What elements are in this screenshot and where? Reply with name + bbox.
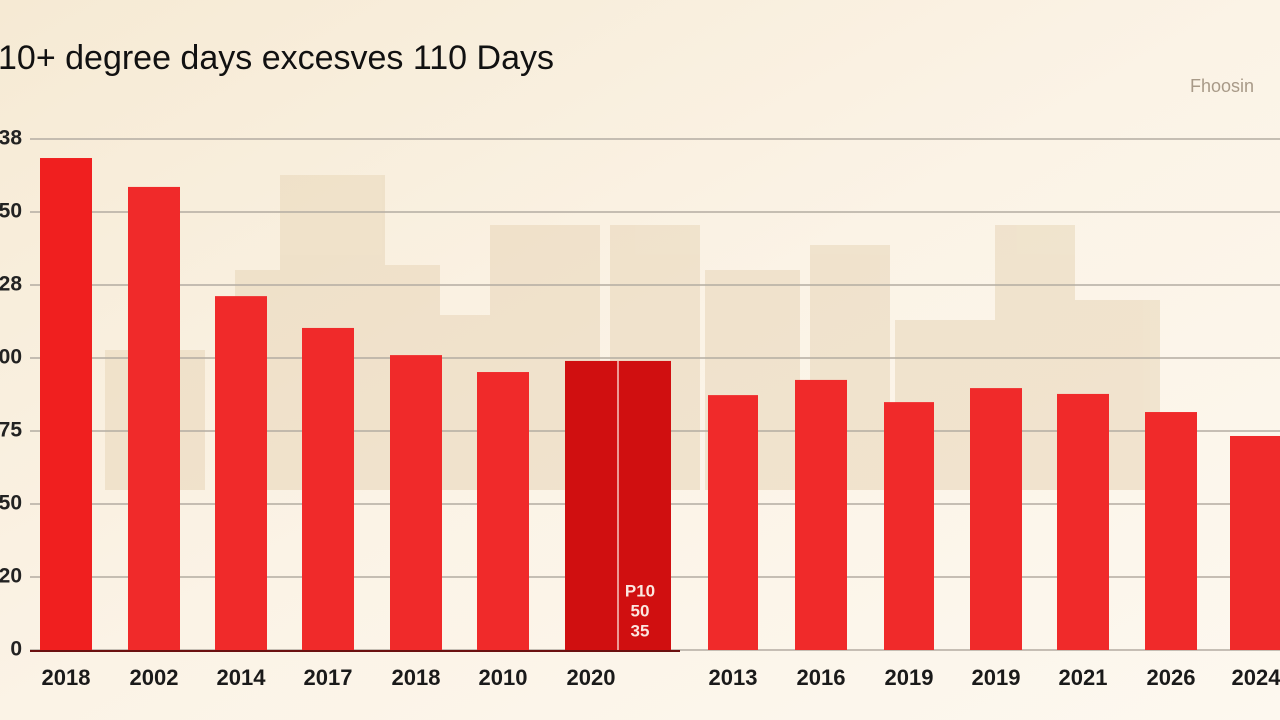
y-tick-label: 75 bbox=[0, 419, 22, 442]
y-tick-label: 38 bbox=[0, 127, 22, 150]
bar bbox=[970, 388, 1022, 650]
x-tick-label: 2020 bbox=[567, 665, 616, 690]
y-tick-label: 50 bbox=[0, 492, 22, 515]
x-tick-label: 2016 bbox=[797, 665, 846, 690]
x-tick-label: 2010 bbox=[479, 665, 528, 690]
x-tick-label: 2019 bbox=[885, 665, 934, 690]
bar bbox=[390, 355, 442, 650]
bar bbox=[128, 186, 180, 650]
bar bbox=[1145, 412, 1197, 650]
bar bbox=[302, 327, 354, 650]
bar bbox=[215, 296, 267, 650]
y-tick-label: 50 bbox=[0, 200, 22, 223]
annotation: 50 bbox=[631, 601, 650, 620]
bar bbox=[1057, 393, 1109, 650]
annotation: 35 bbox=[631, 621, 650, 640]
bar bbox=[40, 158, 92, 650]
x-tick-label: 2017 bbox=[304, 665, 353, 690]
bar bbox=[1230, 435, 1280, 650]
x-tick-label: 2002 bbox=[130, 665, 179, 690]
chart-title: 10+ degree days excesves 110 Days bbox=[0, 39, 554, 77]
x-tick-label: 2013 bbox=[709, 665, 758, 690]
x-tick-label: 2014 bbox=[217, 665, 267, 690]
x-tick-label: 2019 bbox=[972, 665, 1021, 690]
bar bbox=[884, 402, 934, 650]
bar bbox=[477, 372, 529, 650]
y-tick-label: 20 bbox=[0, 565, 22, 588]
y-tick-label: 0 bbox=[10, 638, 22, 661]
x-tick-label: 2021 bbox=[1059, 665, 1108, 690]
y-tick-label: 28 bbox=[0, 273, 22, 296]
x-tick-label: 2018 bbox=[392, 665, 441, 690]
x-tick-label: 2018 bbox=[42, 665, 91, 690]
bar bbox=[795, 379, 847, 650]
y-tick-label: 00 bbox=[0, 346, 22, 369]
x-tick-label: 2024 bbox=[1232, 665, 1280, 690]
bar bbox=[708, 395, 758, 650]
x-tick-label: 2026 bbox=[1147, 665, 1196, 690]
annotation: P10 bbox=[625, 581, 655, 600]
logo: Fhoosin bbox=[1190, 76, 1254, 96]
